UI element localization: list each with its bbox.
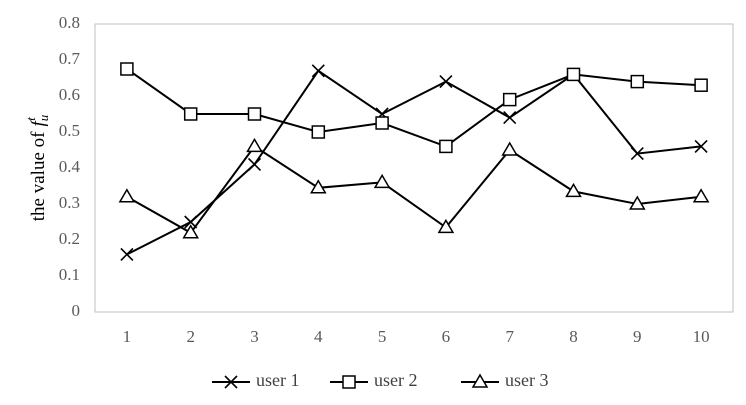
marker (118, 188, 136, 203)
x-tick-label: 5 (378, 327, 387, 346)
legend-label: user 2 (374, 370, 418, 390)
x-tick-label: 1 (123, 327, 132, 346)
marker (120, 62, 134, 76)
marker (439, 139, 453, 154)
y-tick-label: 0.7 (59, 49, 81, 68)
x-tick-label: 9 (633, 327, 642, 346)
marker (501, 141, 519, 156)
y-tick-label: 0.5 (59, 121, 80, 140)
marker (120, 247, 134, 261)
legend-marker (342, 375, 356, 389)
legend-marker (224, 375, 238, 389)
marker (182, 224, 200, 239)
y-label-text: the value of (28, 131, 49, 221)
legend-label: user 1 (256, 370, 300, 390)
y-label-superscript: t (23, 117, 38, 121)
y-tick-label: 0.6 (59, 85, 80, 104)
marker (247, 107, 262, 121)
series-line (126, 145, 702, 235)
marker (246, 137, 263, 153)
marker (311, 125, 326, 139)
y-label-symbol: f (28, 119, 49, 127)
series-line (126, 69, 702, 256)
marker (247, 157, 262, 171)
marker (692, 188, 710, 203)
marker (375, 116, 389, 130)
y-tick-label: 0.1 (59, 265, 80, 284)
marker (694, 78, 708, 92)
marker (373, 173, 391, 189)
x-tick-label: 4 (314, 327, 323, 346)
x-tick-label: 2 (186, 327, 195, 346)
y-tick-label: 0.8 (59, 13, 80, 32)
y-label-subscript: u (36, 114, 51, 121)
y-tick-label: 0.3 (59, 193, 80, 212)
marker (439, 75, 453, 89)
marker (565, 182, 582, 198)
x-tick-label: 8 (569, 327, 578, 346)
marker (630, 147, 644, 161)
series-line (126, 68, 702, 148)
marker (309, 179, 327, 194)
x-tick-label: 7 (505, 327, 514, 346)
legend-marker (471, 373, 489, 388)
x-tick-label: 3 (250, 327, 259, 346)
marker (311, 64, 325, 78)
marker (628, 195, 646, 210)
y-tick-label: 0.2 (59, 229, 80, 248)
marker (694, 139, 708, 153)
marker (503, 111, 517, 125)
legend-label: user 3 (505, 370, 549, 390)
marker (502, 92, 517, 107)
marker (630, 74, 645, 89)
y-axis-label: the value of fut (23, 114, 51, 221)
marker (437, 218, 455, 234)
marker (566, 67, 581, 82)
y-tick-label: 0 (72, 301, 81, 320)
y-tick-label: 0.4 (59, 157, 81, 176)
marker (183, 107, 198, 121)
x-tick-label: 10 (693, 327, 710, 346)
x-tick-label: 6 (442, 327, 451, 346)
plot-frame (94, 23, 734, 313)
